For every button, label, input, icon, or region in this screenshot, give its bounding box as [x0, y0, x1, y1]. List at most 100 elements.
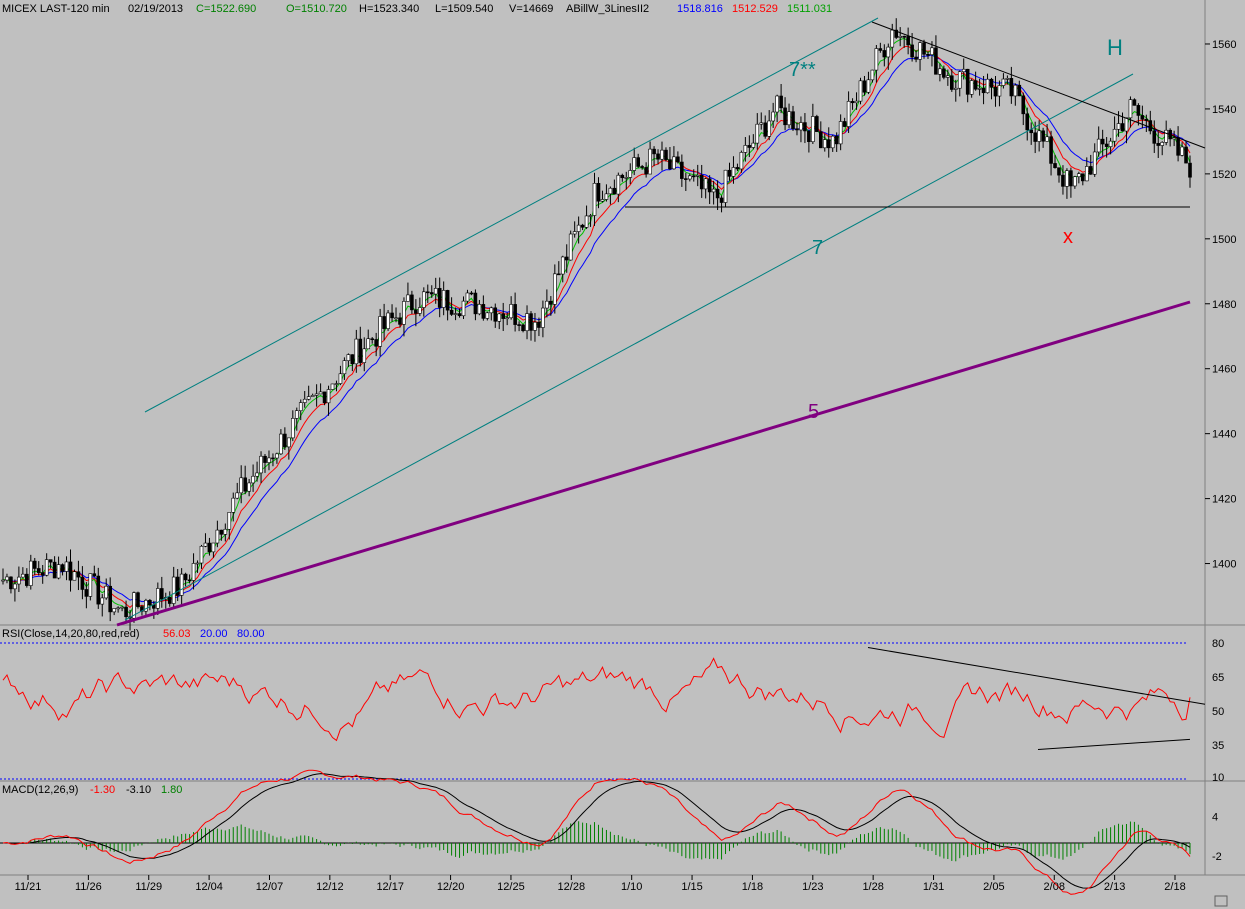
candle-body: [92, 573, 97, 577]
candle-body: [48, 559, 53, 563]
candle-body: [378, 316, 382, 347]
candle-body: [36, 568, 41, 573]
candle-body: [80, 576, 85, 590]
candle-body: [1049, 136, 1053, 164]
header-volume: V=14669: [509, 3, 553, 15]
candle-body: [866, 79, 871, 93]
macd-label: MACD(12,26,9): [2, 784, 78, 796]
price-tick-label: 1420: [1212, 494, 1236, 506]
ma-green-line: [2, 37, 1191, 615]
candle-body: [239, 477, 243, 494]
candle-body: [1100, 138, 1105, 145]
time-tick-label: 12/07: [256, 881, 284, 893]
candle-body: [541, 307, 545, 328]
rsi-value: 56.03: [163, 628, 191, 640]
candle-body: [553, 273, 557, 305]
time-tick-label: 1/15: [681, 881, 702, 893]
candle-body: [187, 579, 192, 582]
candle-body: [306, 396, 311, 400]
candle-body: [703, 178, 708, 190]
candle-body: [906, 36, 910, 46]
candle-body: [644, 167, 648, 175]
candle-body: [715, 188, 720, 199]
time-tick-label: 1/10: [621, 881, 642, 893]
candle-body: [5, 576, 9, 581]
scroll-box[interactable]: [1214, 895, 1228, 907]
candle-body: [318, 391, 323, 395]
candle-body: [910, 44, 914, 58]
price-tick-label: 1520: [1212, 169, 1236, 181]
candle-body: [1073, 176, 1077, 187]
candle-body: [513, 304, 517, 325]
candle-body: [453, 313, 458, 315]
price-axis: 1400 1420 1440 1460 1480 1500 1520 1540 1560: [1205, 39, 1236, 571]
candle-body: [1025, 113, 1030, 131]
candle-body: [771, 111, 775, 122]
candle-body: [787, 111, 791, 126]
candle-body: [608, 187, 613, 195]
candle-body: [934, 47, 938, 75]
candle-body: [1132, 99, 1137, 106]
candle-body: [477, 304, 482, 315]
macd-tick-label: 10: [1212, 772, 1224, 784]
candle-body: [664, 149, 668, 160]
candle-body: [148, 599, 152, 606]
candle-body: [1077, 173, 1081, 178]
candle-body: [422, 291, 426, 308]
candle-body: [1176, 137, 1180, 156]
candle-body: [207, 542, 212, 553]
header-low: L=1509.540: [435, 3, 493, 15]
candle-body: [818, 131, 823, 149]
candle-body: [858, 80, 863, 102]
candle-body: [1116, 123, 1121, 130]
price-tick-label: 1500: [1212, 234, 1236, 246]
candle-body: [727, 169, 732, 177]
header-open: O=1510.720: [286, 3, 347, 15]
candle-body: [267, 457, 271, 463]
candle-body: [942, 68, 946, 78]
candle-body: [88, 573, 93, 597]
candle-body: [973, 80, 978, 90]
candle-body: [731, 167, 736, 177]
candle-body: [656, 153, 660, 160]
candle-body: [826, 139, 831, 149]
candle-body: [850, 101, 855, 104]
candle-body: [259, 455, 263, 474]
candle-body: [171, 576, 176, 604]
candle-body: [1005, 78, 1010, 80]
candle-body: [533, 321, 537, 331]
candle-body: [287, 437, 291, 448]
candle-body: [862, 80, 867, 93]
candle-body: [1108, 140, 1113, 147]
candle-body: [21, 573, 25, 578]
time-tick-label: 12/04: [195, 881, 223, 893]
candle-body: [314, 393, 319, 396]
candle-body: [564, 256, 569, 261]
candle-body: [441, 290, 446, 308]
ma-blue-line: [2, 54, 1191, 604]
candle-body: [811, 116, 815, 142]
candle-body: [461, 300, 466, 317]
header-date: 02/19/2013: [128, 3, 183, 15]
candle-body: [521, 324, 525, 332]
candle-body: [44, 559, 49, 576]
price-tick-label: 1440: [1212, 429, 1236, 441]
candle-body: [977, 88, 982, 90]
candle-body: [1084, 166, 1089, 182]
time-tick-label: 11/26: [75, 881, 102, 893]
candle-body: [846, 101, 851, 127]
candle-body: [136, 592, 140, 608]
candle-body: [799, 122, 803, 131]
candle-body: [68, 561, 73, 581]
candle-body: [779, 95, 783, 109]
candle-body: [1184, 146, 1188, 164]
candle-body: [640, 166, 644, 168]
time-tick-label: 1/31: [923, 881, 944, 893]
candle-body: [1037, 130, 1041, 142]
candle-body: [922, 42, 926, 55]
candle-body: [791, 111, 795, 130]
macd-line: [2, 769, 1191, 895]
candle-body: [1120, 123, 1125, 132]
candle-body: [294, 410, 299, 419]
candle-body: [338, 373, 343, 384]
